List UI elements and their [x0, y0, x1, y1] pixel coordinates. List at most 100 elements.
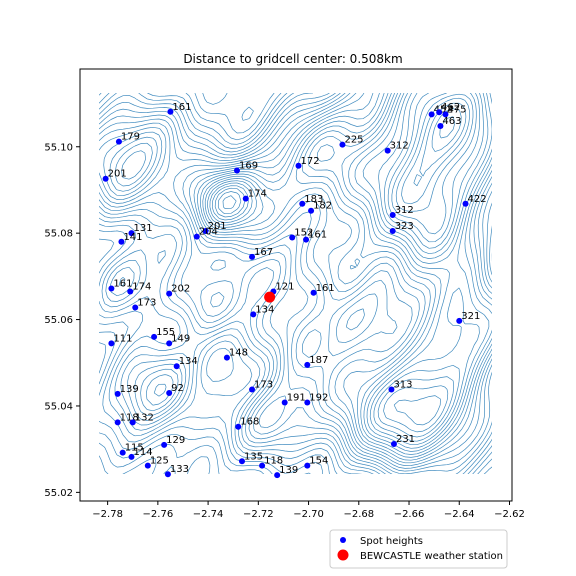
spot-height-label: 179	[121, 132, 140, 143]
spot-height-label: 114	[133, 447, 152, 458]
spot-height-label: 134	[255, 304, 274, 315]
spot-height-point	[173, 363, 180, 370]
spot-height-label: 161	[113, 278, 132, 289]
spot-height-point	[128, 230, 135, 237]
x-tick-label: −2.72	[243, 509, 274, 520]
x-tick-label: −2.70	[293, 509, 324, 520]
spot-height-label: 174	[248, 189, 267, 200]
spot-height-label: 191	[287, 393, 306, 404]
spot-height-label: 463	[442, 116, 461, 127]
spot-height-point	[436, 109, 443, 116]
spot-height-point	[442, 111, 449, 118]
y-axis: 55.02 55.04 55.06 55.08 55.10	[44, 142, 80, 499]
x-tick-label: −2.66	[394, 509, 425, 520]
spot-height-label: 204	[199, 227, 218, 238]
spot-height-point	[115, 138, 122, 145]
spot-height-label: 462	[441, 102, 460, 113]
y-tick-label: 55.04	[44, 401, 73, 412]
spot-height-label: 475	[447, 104, 466, 115]
spot-height-label: 135	[244, 451, 263, 462]
spot-height-label: 187	[309, 355, 328, 366]
spot-height-point	[384, 147, 391, 154]
x-tick-label: −2.64	[444, 509, 475, 520]
spot-height-label: 121	[275, 281, 294, 292]
spot-height-label: 452	[434, 104, 453, 115]
spot-height-label: 201	[208, 221, 227, 232]
spot-height-label: 182	[313, 201, 332, 212]
spot-height-label: 192	[309, 393, 328, 404]
spot-height-point	[428, 111, 435, 118]
spot-height-label: 312	[395, 205, 414, 216]
spot-height-label: 125	[150, 456, 169, 467]
spot-height-point	[388, 386, 395, 393]
spot-height-label: 321	[461, 311, 480, 322]
legend-station-label: BEWCASTLE weather station	[360, 551, 503, 562]
spot-height-point	[161, 441, 168, 448]
spot-height-point	[128, 453, 135, 460]
spot-height-point	[166, 340, 173, 347]
spot-height-point	[114, 419, 121, 426]
spot-height-label: 231	[396, 434, 415, 445]
spot-height-point	[223, 354, 230, 361]
spot-height-label: 139	[279, 465, 298, 476]
spot-height-label: 161	[316, 283, 335, 294]
x-tick-label: −2.62	[494, 509, 525, 520]
spot-height-label: 313	[393, 380, 412, 391]
y-tick-label: 55.10	[44, 142, 73, 153]
spot-height-point	[249, 386, 256, 393]
spot-height-point	[390, 440, 397, 447]
chart-title: Distance to gridcell center: 0.508km	[183, 52, 402, 66]
spot-height-point	[151, 333, 158, 340]
legend-spot-marker	[340, 537, 346, 543]
spot-height-label: 323	[395, 221, 414, 232]
spot-height-point	[118, 238, 125, 245]
spot-height-label: 154	[309, 456, 328, 467]
spot-height-label: 422	[468, 194, 487, 205]
spot-height-point	[304, 361, 311, 368]
spot-height-point	[114, 390, 121, 397]
spot-height-label: 111	[113, 333, 132, 344]
spot-height-label: 169	[239, 161, 258, 172]
legend-spot-label: Spot heights	[360, 536, 423, 547]
spot-height-label: 201	[108, 169, 127, 180]
spot-height-point	[144, 462, 151, 469]
spot-height-point	[389, 228, 396, 234]
spot-height-point	[166, 290, 173, 297]
spot-height-label: 225	[344, 135, 363, 146]
y-tick-label: 55.08	[44, 229, 73, 240]
spot-height-label: 149	[171, 333, 190, 344]
spot-height-label: 152	[294, 227, 313, 238]
x-tick-label: −2.74	[193, 509, 224, 520]
y-tick-label: 55.06	[44, 315, 73, 326]
x-tick-label: −2.78	[92, 509, 123, 520]
legend: Spot heights BEWCASTLE weather station	[329, 529, 508, 569]
spot-height-point	[437, 123, 444, 130]
spot-height-label: 118	[120, 412, 139, 423]
spot-height-label: 202	[171, 284, 190, 295]
spot-height-point	[239, 458, 245, 465]
spot-height-label: 134	[179, 356, 198, 367]
spot-height-label: 161	[172, 102, 191, 113]
spot-height-label: 168	[240, 417, 259, 428]
spot-height-point	[289, 234, 296, 241]
spot-height-label: 92	[171, 383, 184, 394]
contour-path	[99, 93, 492, 474]
spot-height-point	[119, 449, 126, 456]
weather-station-marker	[264, 291, 276, 303]
spot-height-point	[127, 288, 134, 295]
spot-height-point	[303, 236, 310, 243]
spot-height-point	[339, 141, 346, 148]
legend-station-marker	[337, 549, 349, 561]
spot-height-point	[108, 285, 115, 292]
contour-lines	[99, 93, 492, 474]
spot-height-point	[250, 311, 257, 318]
spot-height-point	[235, 423, 242, 430]
spot-height-point	[456, 317, 463, 324]
spot-height-label: 167	[254, 247, 273, 258]
station-marker-group	[264, 291, 276, 303]
spot-height-point	[389, 212, 396, 219]
spot-height-point	[274, 472, 281, 479]
x-axis: −2.78 −2.76 −2.74 −2.72 −2.70 −2.68 −2.66 −2.64…	[92, 501, 525, 520]
